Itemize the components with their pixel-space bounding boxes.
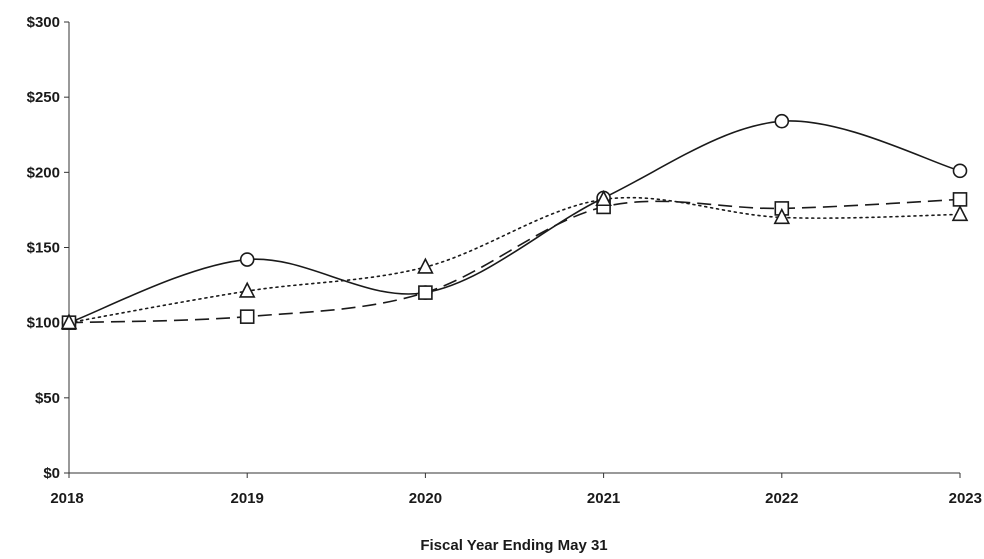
data-point-triangle (951, 204, 969, 222)
markers-square (61, 192, 968, 330)
x-axis: 2018 2019 2020 2021 2022 2023 (50, 472, 982, 507)
y-tick-label: $50 (35, 390, 60, 407)
data-point-circle (952, 163, 968, 179)
series-square (68, 198, 961, 324)
y-tick-label: $0 (43, 465, 60, 482)
y-tick-label: $100 (27, 315, 60, 332)
series-layer (60, 113, 969, 330)
y-axis: $0 $50 $100 $150 $200 $250 $300 (27, 14, 70, 482)
series-line-triangle (68, 196, 961, 324)
data-point-square (952, 192, 968, 207)
x-tick-label: 2020 (409, 490, 442, 507)
data-point-triangle (60, 313, 78, 330)
x-tick-label: 2022 (765, 490, 798, 507)
series-circle (68, 120, 961, 324)
x-tick-label: 2021 (587, 490, 620, 507)
data-point-square (418, 285, 433, 300)
data-point-triangle (238, 281, 256, 298)
data-point-circle (774, 113, 790, 129)
series-line-square (68, 198, 961, 324)
series-triangle (68, 196, 961, 324)
data-point-triangle (773, 207, 791, 225)
y-tick-label: $200 (27, 164, 60, 181)
x-tick-label: 2023 (949, 490, 982, 507)
y-tick-label: $300 (27, 14, 60, 31)
x-tick-label: 2019 (231, 490, 264, 507)
data-point-square (239, 309, 255, 324)
x-tick-label: 2018 (50, 490, 83, 507)
data-point-triangle (417, 257, 434, 274)
series-line-circle (68, 120, 961, 324)
markers-circle (61, 113, 968, 330)
data-point-triangle (595, 189, 612, 207)
y-tick-label: $150 (27, 240, 60, 257)
x-axis-title: Fiscal Year Ending May 31 (420, 537, 607, 554)
data-point-circle (239, 252, 255, 267)
markers-triangle (60, 189, 969, 330)
y-tick-label: $250 (27, 89, 60, 106)
